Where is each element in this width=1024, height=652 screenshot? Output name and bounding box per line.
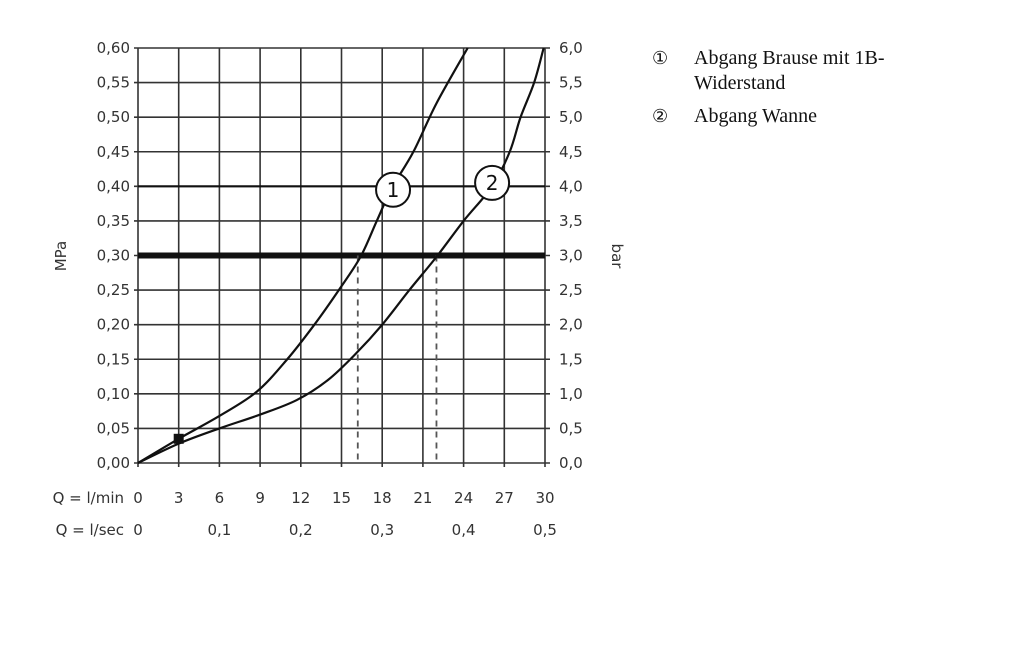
x-tick-label-lmin: 15 — [332, 489, 351, 507]
x-tick-label-lsec: 0,5 — [533, 521, 557, 539]
x-tick-label-lmin: 12 — [291, 489, 310, 507]
y-tick-label-right: 4,5 — [559, 143, 583, 161]
x-tick-label-lmin: 27 — [495, 489, 514, 507]
legend-text: Abgang Brause mit 1B-Widerstand — [694, 47, 885, 94]
x-tick-label-lmin: 24 — [454, 489, 473, 507]
y-tick-label-right: 1,5 — [559, 350, 583, 368]
y-axis-label-right: bar — [608, 244, 626, 270]
legend-number: ① — [652, 48, 669, 69]
y-tick-label-left: 0,60 — [97, 39, 130, 57]
x-tick-label-lmin: 9 — [255, 489, 265, 507]
series-label-2: 2 — [486, 171, 499, 195]
legend-item-2: ② Abgang Wanne — [650, 104, 974, 129]
series-label-circle — [375, 171, 412, 208]
y-tick-label-left: 0,05 — [97, 419, 130, 437]
data-marker — [173, 433, 184, 444]
x-tick-label-lmin: 3 — [174, 489, 184, 507]
y-tick-label-left: 0,15 — [97, 350, 130, 368]
y-tick-label-left: 0,30 — [97, 247, 130, 265]
y-tick-label-left: 0,40 — [97, 177, 130, 195]
x-tick-label-lsec: 0,4 — [452, 521, 476, 539]
x-tick-label-lsec: 0,2 — [289, 521, 313, 539]
y-tick-label-right: 1,0 — [559, 385, 583, 403]
legend: ① Abgang Brause mit 1B-Widerstand ② Abga… — [650, 46, 974, 137]
y-tick-label-right: 3,5 — [559, 212, 583, 230]
y-tick-label-right: 4,0 — [559, 177, 583, 195]
y-tick-label-left: 0,45 — [97, 143, 130, 161]
series-label-circle — [474, 164, 511, 201]
y-tick-label-left: 0,20 — [97, 316, 130, 334]
y-tick-label-right: 2,0 — [559, 316, 583, 334]
y-tick-label-left: 0,10 — [97, 385, 130, 403]
y-tick-label-right: 6,0 — [559, 39, 583, 57]
y-tick-label-left: 0,25 — [97, 281, 130, 299]
x-tick-label-lmin: 21 — [413, 489, 432, 507]
y-tick-label-right: 3,0 — [559, 247, 583, 265]
series-label-1: 1 — [387, 178, 400, 202]
x-tick-label-lsec: 0 — [133, 521, 143, 539]
y-tick-label-left: 0,35 — [97, 212, 130, 230]
legend-item-1: ① Abgang Brause mit 1B-Widerstand — [650, 46, 974, 96]
legend-text: Abgang Wanne — [694, 105, 817, 127]
x-axis-label-lsec: Q = l/sec — [56, 521, 124, 539]
x-tick-label-lsec: 0,1 — [207, 521, 231, 539]
legend-number: ② — [652, 106, 669, 127]
x-axis-label-lmin: Q = l/min — [53, 489, 124, 507]
x-tick-label-lsec: 0,3 — [370, 521, 394, 539]
y-tick-label-left: 0,55 — [97, 74, 130, 92]
y-tick-label-right: 5,5 — [559, 74, 583, 92]
x-tick-label-lmin: 6 — [215, 489, 225, 507]
series-line-2 — [137, 47, 545, 464]
y-tick-label-right: 5,0 — [559, 108, 583, 126]
x-tick-label-lmin: 0 — [133, 489, 143, 507]
y-tick-label-right: 0,5 — [559, 419, 583, 437]
y-tick-label-right: 0,0 — [559, 454, 583, 472]
y-tick-label-left: 0,50 — [97, 108, 130, 126]
x-tick-label-lmin: 18 — [373, 489, 392, 507]
y-tick-label-right: 2,5 — [559, 281, 583, 299]
y-axis-label-left: MPa — [52, 241, 70, 272]
series-line-1 — [137, 47, 469, 464]
y-tick-label-left: 0,00 — [97, 454, 130, 472]
x-tick-label-lmin: 30 — [535, 489, 554, 507]
